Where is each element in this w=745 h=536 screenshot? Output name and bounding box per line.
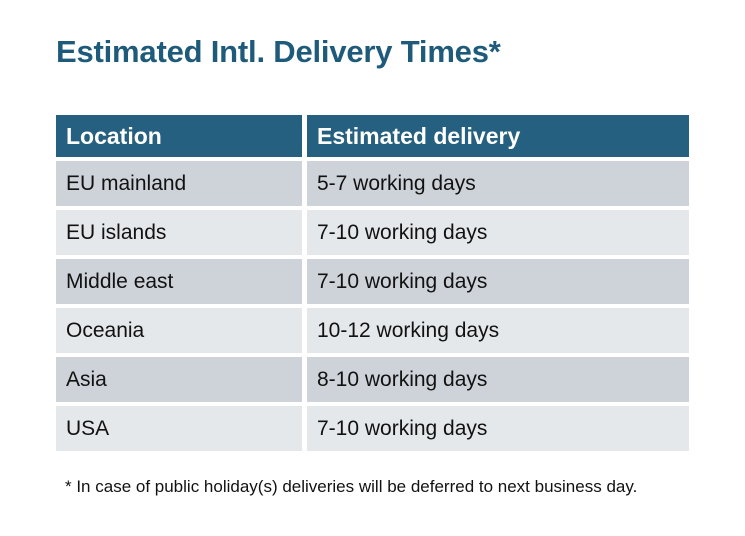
location-cell: Asia xyxy=(56,357,302,402)
delivery-cell: 7-10 working days xyxy=(307,210,689,255)
delivery-cell: 5-7 working days xyxy=(307,161,689,206)
location-cell: EU mainland xyxy=(56,161,302,206)
delivery-cell: 7-10 working days xyxy=(307,259,689,304)
delivery-cell: 8-10 working days xyxy=(307,357,689,402)
delivery-times-table: Location Estimated delivery EU mainland … xyxy=(56,115,689,451)
delivery-cell: 7-10 working days xyxy=(307,406,689,451)
footnote: * In case of public holiday(s) deliverie… xyxy=(65,477,638,496)
column-header-location: Location xyxy=(56,115,302,157)
delivery-cell: 10-12 working days xyxy=(307,308,689,353)
location-cell: Oceania xyxy=(56,308,302,353)
location-cell: USA xyxy=(56,406,302,451)
location-cell: EU islands xyxy=(56,210,302,255)
page-title: Estimated Intl. Delivery Times* xyxy=(56,34,501,69)
location-cell: Middle east xyxy=(56,259,302,304)
column-header-estimated-delivery: Estimated delivery xyxy=(307,115,689,157)
